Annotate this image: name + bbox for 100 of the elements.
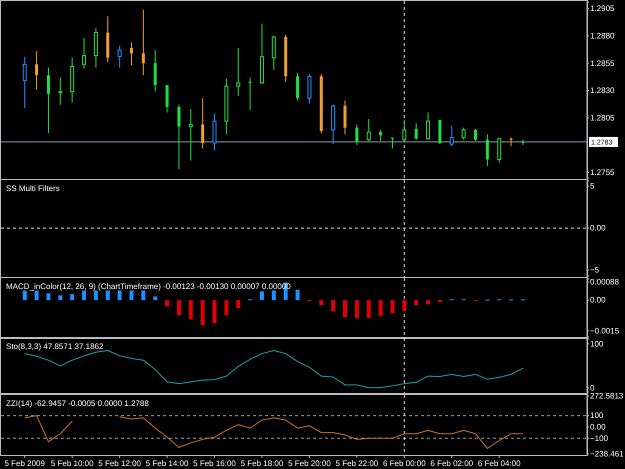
x-tick-label: 6 Feb 04:00 <box>478 459 522 468</box>
bar <box>188 300 193 320</box>
candlestick <box>94 28 98 68</box>
y-tick-label: 0.00 <box>590 224 606 233</box>
y-tick-label: 0.00 <box>590 296 606 305</box>
candlestick <box>344 100 347 135</box>
candlestick <box>58 76 62 106</box>
y-tick-label: 1.2830 <box>590 86 616 96</box>
candlestick <box>486 134 489 166</box>
y-tick-label: −5 <box>590 266 600 275</box>
bar <box>296 290 300 300</box>
bar <box>94 290 98 300</box>
candlestick <box>248 76 252 111</box>
y-tick-label: 100 <box>590 339 604 348</box>
y-tick-label: 1.2755 <box>590 168 616 178</box>
bar <box>390 300 394 314</box>
y-tick-label: −238.461 <box>590 450 624 459</box>
candlestick <box>130 42 133 66</box>
y-tick-label: 1.2855 <box>590 58 616 68</box>
candlestick <box>450 125 454 147</box>
chart-title: ZZI(14) -62.9457 -0.0005 0.0000 1.2788 <box>6 399 150 408</box>
y-tick-label: 5 <box>590 182 595 191</box>
bar <box>272 290 276 300</box>
bar <box>378 300 383 316</box>
x-tick-label: 5 Feb 20:00 <box>288 459 332 468</box>
candlestick <box>296 72 300 101</box>
bar <box>319 300 324 306</box>
candlestick <box>366 118 371 142</box>
x-tick-label: 6 Feb 02:00 <box>430 459 474 468</box>
candlestick <box>474 128 477 142</box>
candlestick <box>414 122 418 140</box>
bar <box>200 300 205 326</box>
bar <box>212 300 217 324</box>
bar <box>236 300 240 308</box>
bar <box>343 300 348 318</box>
candlestick <box>118 45 122 68</box>
x-tick-label: 5 Feb 10:00 <box>50 459 94 468</box>
y-tick-label: 272.5813 <box>590 392 624 401</box>
candlestick <box>46 67 50 134</box>
bar <box>70 294 74 300</box>
candlestick <box>438 120 442 145</box>
y-tick-label: 100 <box>590 411 604 420</box>
x-tick-label: 5 Feb 12:00 <box>98 459 142 468</box>
line-series <box>24 350 524 388</box>
candlestick <box>510 137 513 147</box>
bar <box>165 300 170 306</box>
x-tick-label: 5 Feb 18:00 <box>240 459 284 468</box>
bar <box>46 293 50 300</box>
chart-title: SS Multi Filters <box>6 184 60 193</box>
candlestick <box>142 9 145 76</box>
y-tick-label: 1.2905 <box>590 4 616 14</box>
x-tick-label: 6 Feb 00:00 <box>382 459 426 468</box>
bar <box>402 300 406 311</box>
bar <box>22 290 27 300</box>
candlestick <box>35 50 38 90</box>
y-tick-label: −100 <box>590 434 609 443</box>
bar <box>34 290 39 300</box>
y-tick-label: 0.00088 <box>590 278 620 287</box>
candlestick <box>355 124 358 146</box>
bar <box>426 300 430 304</box>
bar <box>176 300 181 316</box>
candlestick <box>166 84 169 113</box>
y-tick-label: −0.0015 <box>590 326 620 336</box>
bar <box>82 290 86 300</box>
x-tick-label: 5 Feb 2009 <box>4 459 46 468</box>
chart-title: Sto(8,3,3) 47.8571 37.1862 <box>6 342 104 351</box>
y-tick-label: 0.00 <box>590 422 606 432</box>
candlestick <box>402 120 406 142</box>
candlestick <box>390 137 394 149</box>
x-tick-label: 5 Feb 22:00 <box>336 459 379 468</box>
candlestick <box>236 47 240 97</box>
candlestick <box>462 127 466 140</box>
candlestick <box>426 112 430 140</box>
bar <box>414 300 418 306</box>
y-tick-label: 0 <box>590 384 595 393</box>
y-tick-label: 1.2805 <box>590 113 616 122</box>
candlestick <box>307 74 312 104</box>
candlestick <box>22 56 27 109</box>
candlestick <box>272 35 276 70</box>
bar <box>141 290 146 300</box>
candlestick <box>497 138 502 164</box>
candlestick <box>154 50 157 92</box>
y-tick-label: 1.2880 <box>590 31 616 40</box>
candlestick <box>188 108 193 162</box>
bar <box>260 291 264 300</box>
bar <box>118 290 122 300</box>
bar <box>129 290 134 300</box>
bar <box>331 300 336 312</box>
candlestick <box>201 98 204 149</box>
bar <box>58 295 62 300</box>
candlestick <box>177 104 180 170</box>
x-tick-label: 5 Feb 14:00 <box>146 459 189 468</box>
bar <box>224 300 228 316</box>
candlestick <box>212 113 217 152</box>
candlestick <box>82 38 86 70</box>
bar <box>106 290 110 300</box>
candlestick <box>379 129 382 142</box>
bar <box>366 300 371 318</box>
bar <box>153 296 158 300</box>
bar <box>354 300 359 318</box>
